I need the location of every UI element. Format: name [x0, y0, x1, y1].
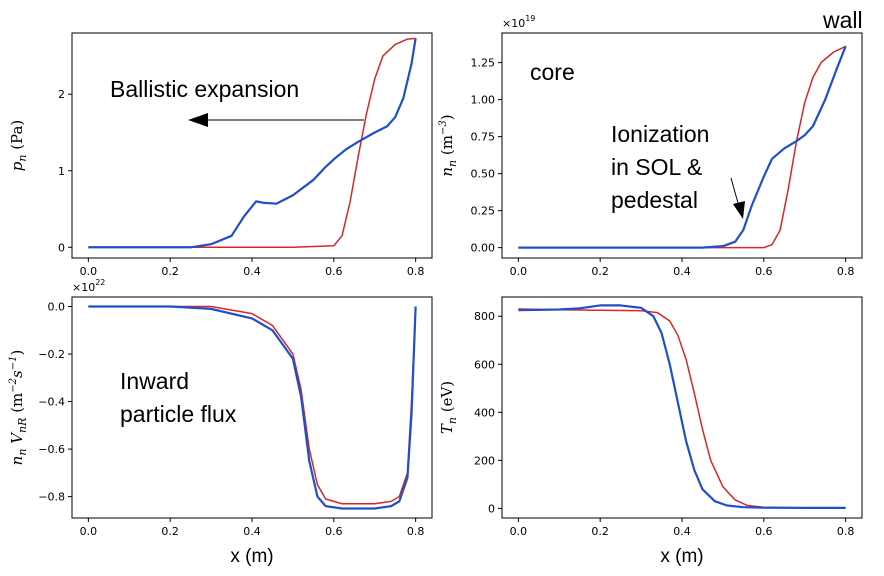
y-offset-text: ×1019	[502, 14, 535, 30]
y-tick-label: −0.4	[38, 396, 65, 409]
x-tick-label: 0.6	[755, 525, 773, 538]
y-tick-label: 0.00	[471, 242, 496, 255]
y-tick-label: −0.6	[38, 443, 65, 456]
series-line-red	[88, 37, 416, 249]
annotation-wall: wall	[822, 7, 863, 33]
y-tick-label: 1.00	[471, 94, 496, 107]
x-tick-label: 0.6	[325, 265, 343, 278]
y-tick-label: 2	[58, 88, 65, 101]
series-line-blue	[518, 304, 846, 510]
panel-temperature: 0.0 0.2 0.4 0.6 0.8 0 200 400 600 800 x (m) Tn (eV)	[438, 296, 863, 567]
annotation-ionization-line3: pedestal	[611, 187, 698, 213]
ionization-arrow-head	[733, 201, 745, 219]
y-tick-label: 800	[474, 310, 495, 323]
x-tick-label: 0.4	[243, 265, 261, 278]
series-line-blue	[518, 45, 847, 249]
x-tick-label: 0.6	[755, 265, 773, 278]
ionization-arrow-shaft	[730, 177, 739, 204]
x-tick-label: 0.2	[591, 525, 609, 538]
x-tick-label: 0.0	[510, 525, 528, 538]
ballistic-arrow-head	[188, 113, 208, 127]
x-tick-label: 0.6	[325, 525, 343, 538]
y-tick-label: −0.2	[38, 348, 65, 361]
x-tick-label: 0.4	[673, 525, 691, 538]
series-line-blue	[88, 38, 417, 249]
x-tick-label: 0.2	[161, 525, 179, 538]
annotation-ionization-line2: in SOL &	[611, 154, 702, 180]
y-tick-label: 200	[474, 454, 495, 467]
y-tick-label: 400	[474, 406, 495, 419]
x-tick-label: 0.2	[161, 265, 179, 278]
x-tick-label: 0.4	[673, 265, 691, 278]
y-tick-label: 0	[58, 241, 65, 254]
axes-frame	[501, 296, 863, 519]
annotation-ionization-line1: Ionization	[611, 121, 709, 147]
y-axis-label: nn (m−3)	[438, 114, 459, 176]
y-axis-label: Tn (eV)	[438, 381, 459, 434]
x-tick-label: 0.8	[837, 265, 855, 278]
x-tick-label: 0.0	[510, 265, 528, 278]
x-tick-label: 0.4	[243, 525, 261, 538]
y-tick-label: 0	[488, 502, 495, 515]
y-tick-label: 0.0	[48, 301, 66, 314]
series-line-red	[88, 305, 417, 505]
x-axis-label: x (m)	[230, 546, 273, 567]
annotation-inward-line1: Inward	[120, 368, 189, 394]
x-tick-label: 0.8	[407, 525, 425, 538]
y-tick-label: 0.50	[471, 168, 496, 181]
panel-density: 0.0 0.2 0.4 0.6 0.8 0.00 0.25 0.50 0.75 1.00 1.25 ×…	[438, 14, 863, 278]
y-tick-label: 1	[58, 165, 65, 178]
y-tick-label: 0.25	[471, 205, 496, 218]
y-axis-label: nn VnR (m−2s−1)	[8, 350, 29, 466]
y-offset-text: ×1022	[72, 278, 105, 294]
x-tick-label: 0.0	[80, 265, 98, 278]
x-tick-label: 0.0	[80, 525, 98, 538]
x-tick-label: 0.8	[407, 265, 425, 278]
x-axis-label: x (m)	[660, 546, 703, 567]
annotation-inward-line2: particle flux	[120, 401, 237, 427]
panel-pressure: 0.0 0.2 0.4 0.6 0.8 0 1 2 pn (Pa)	[8, 32, 433, 278]
y-tick-label: 1.25	[471, 57, 496, 70]
annotation-ballistic-expansion: Ballistic expansion	[110, 76, 299, 102]
x-tick-label: 0.8	[837, 525, 855, 538]
x-tick-label: 0.2	[591, 265, 609, 278]
y-tick-label: −0.8	[38, 491, 65, 504]
annotation-core: core	[530, 59, 575, 85]
panel-particle-flux: 0.0 0.2 0.4 0.6 0.8 0.0 −0.2 −0.4 −0.6 −0.8 ×1022 x…	[8, 278, 433, 567]
y-axis-label: pn (Pa)	[8, 120, 29, 172]
y-tick-label: 600	[474, 358, 495, 371]
y-tick-label: 0.75	[471, 131, 496, 144]
series-line-blue	[88, 305, 417, 510]
series-line-red	[518, 308, 846, 509]
axes-frame	[71, 32, 433, 259]
